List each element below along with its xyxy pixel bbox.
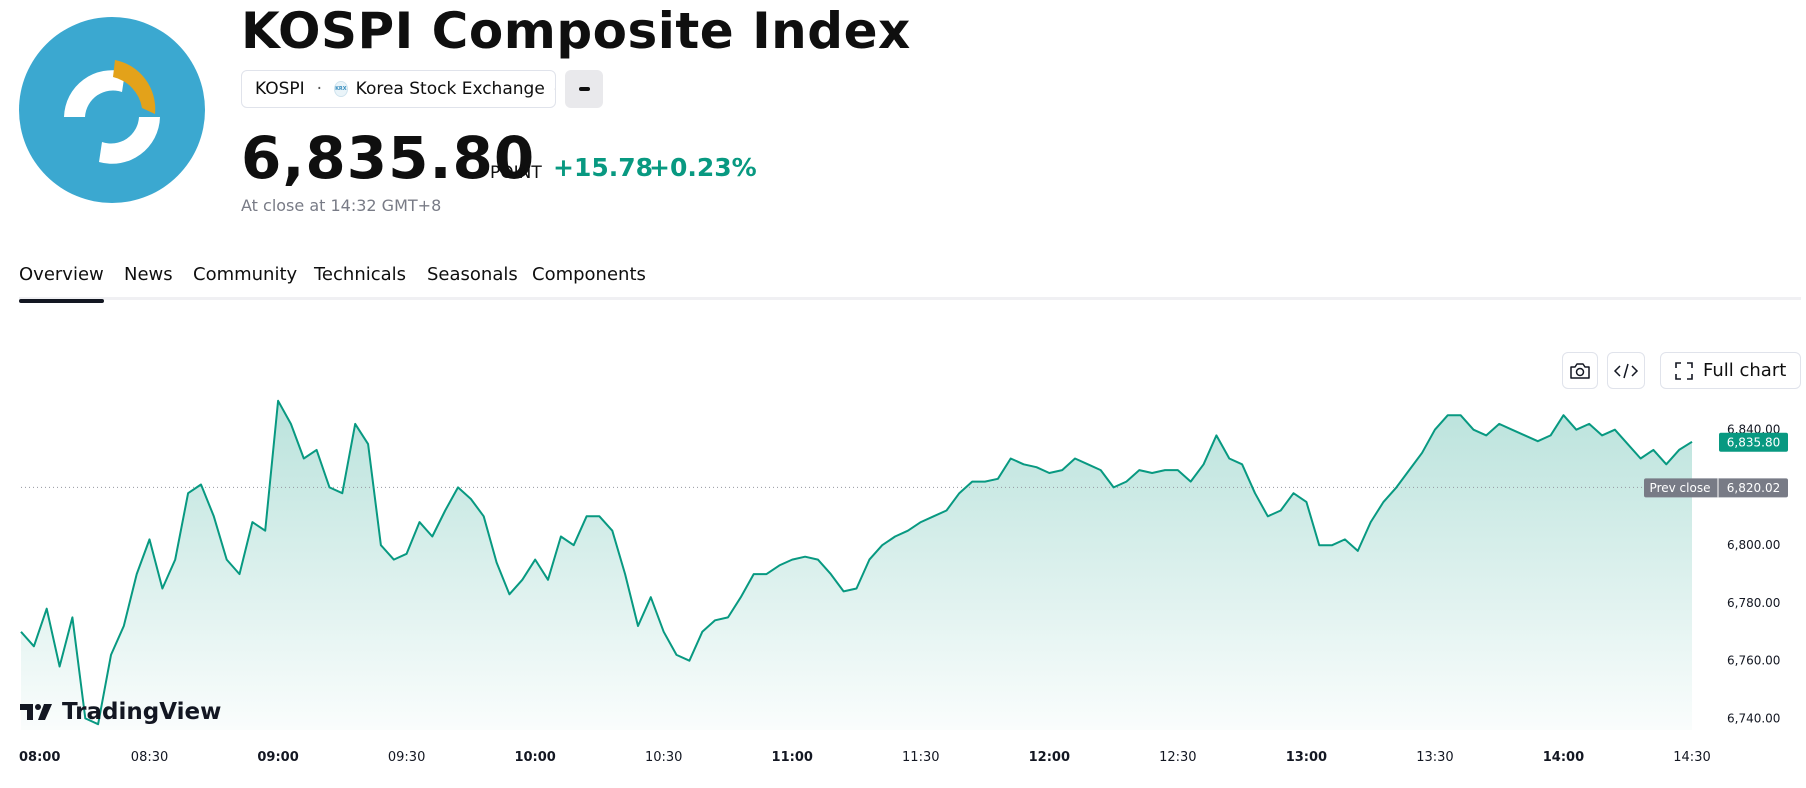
prev-close-tag-value: 6,820.02	[1727, 481, 1780, 495]
price-chart[interactable]: 6,740.006,760.006,780.006,800.006,820.00…	[0, 395, 1806, 788]
page-title: KOSPI Composite Index	[241, 2, 911, 60]
exchange-logo-icon: KRX	[334, 81, 348, 97]
tab-community[interactable]: Community	[193, 264, 298, 285]
symbol-label: KOSPI	[255, 79, 305, 99]
price-change: +15.78	[553, 153, 654, 182]
tab-seasonals[interactable]: Seasonals	[427, 264, 518, 285]
tradingview-logo: TradingView	[20, 699, 221, 725]
last-price: 6,835.80	[241, 124, 536, 192]
x-tick-label: 14:30	[1673, 750, 1710, 765]
code-icon	[1613, 363, 1639, 378]
last-price-tag-label: 6,835.80	[1727, 435, 1780, 449]
prev-close-tag-label: Prev close	[1650, 481, 1711, 495]
close-time: At close at 14:32 GMT+8	[241, 196, 442, 215]
embed-button[interactable]	[1607, 352, 1645, 389]
tab-news[interactable]: News	[124, 264, 173, 285]
x-tick-label: 09:00	[257, 750, 298, 765]
price-area-fill	[21, 400, 1692, 730]
y-tick-label: 6,760.00	[1727, 654, 1780, 668]
y-tick-label: 6,740.00	[1727, 711, 1780, 725]
tab-bar: Overview News Community Technicals Seaso…	[19, 264, 1801, 303]
x-tick-label: 08:30	[131, 750, 168, 765]
price-line	[20, 399, 1693, 726]
kospi-logo-icon	[19, 17, 205, 203]
x-tick-label: 11:30	[902, 750, 939, 765]
y-tick-label: 6,780.00	[1727, 596, 1780, 610]
exchange-label: Korea Stock Exchange	[355, 79, 545, 99]
x-tick-label: 12:30	[1159, 750, 1196, 765]
prev-close-tag	[1644, 478, 1788, 498]
tradingview-logo-icon	[20, 704, 52, 720]
full-chart-label: Full chart	[1703, 360, 1787, 381]
tab-overview[interactable]: Overview	[19, 264, 104, 303]
x-tick-label: 13:00	[1286, 750, 1327, 765]
price-unit: POINT	[490, 163, 542, 183]
x-tick-label: 09:30	[388, 750, 425, 765]
price-change-percent: +0.23%	[649, 153, 757, 182]
tab-components[interactable]: Components	[532, 264, 646, 285]
minus-icon	[578, 87, 590, 91]
chevron-down-icon	[553, 88, 555, 90]
tradingview-label: TradingView	[62, 699, 222, 725]
snapshot-button[interactable]	[1562, 352, 1598, 389]
x-tick-label: 10:30	[645, 750, 682, 765]
camera-icon	[1570, 362, 1590, 379]
symbol-exchange-selector[interactable]: KOSPI · KRX Korea Stock Exchange	[241, 70, 556, 108]
more-options-button[interactable]	[565, 70, 603, 108]
x-tick-label: 10:00	[514, 750, 555, 765]
x-tick-label: 08:00	[19, 750, 60, 765]
x-tick-label: 12:00	[1029, 750, 1070, 765]
expand-icon	[1675, 361, 1693, 380]
tab-technicals[interactable]: Technicals	[314, 264, 407, 285]
y-tick-label: 6,800.00	[1727, 538, 1780, 552]
full-chart-button[interactable]: Full chart	[1660, 352, 1802, 389]
x-tick-label: 14:00	[1543, 750, 1584, 765]
x-tick-label: 11:00	[772, 750, 813, 765]
last-price-tag	[1719, 432, 1788, 452]
separator-dot: ·	[316, 79, 323, 99]
x-tick-label: 13:30	[1416, 750, 1453, 765]
